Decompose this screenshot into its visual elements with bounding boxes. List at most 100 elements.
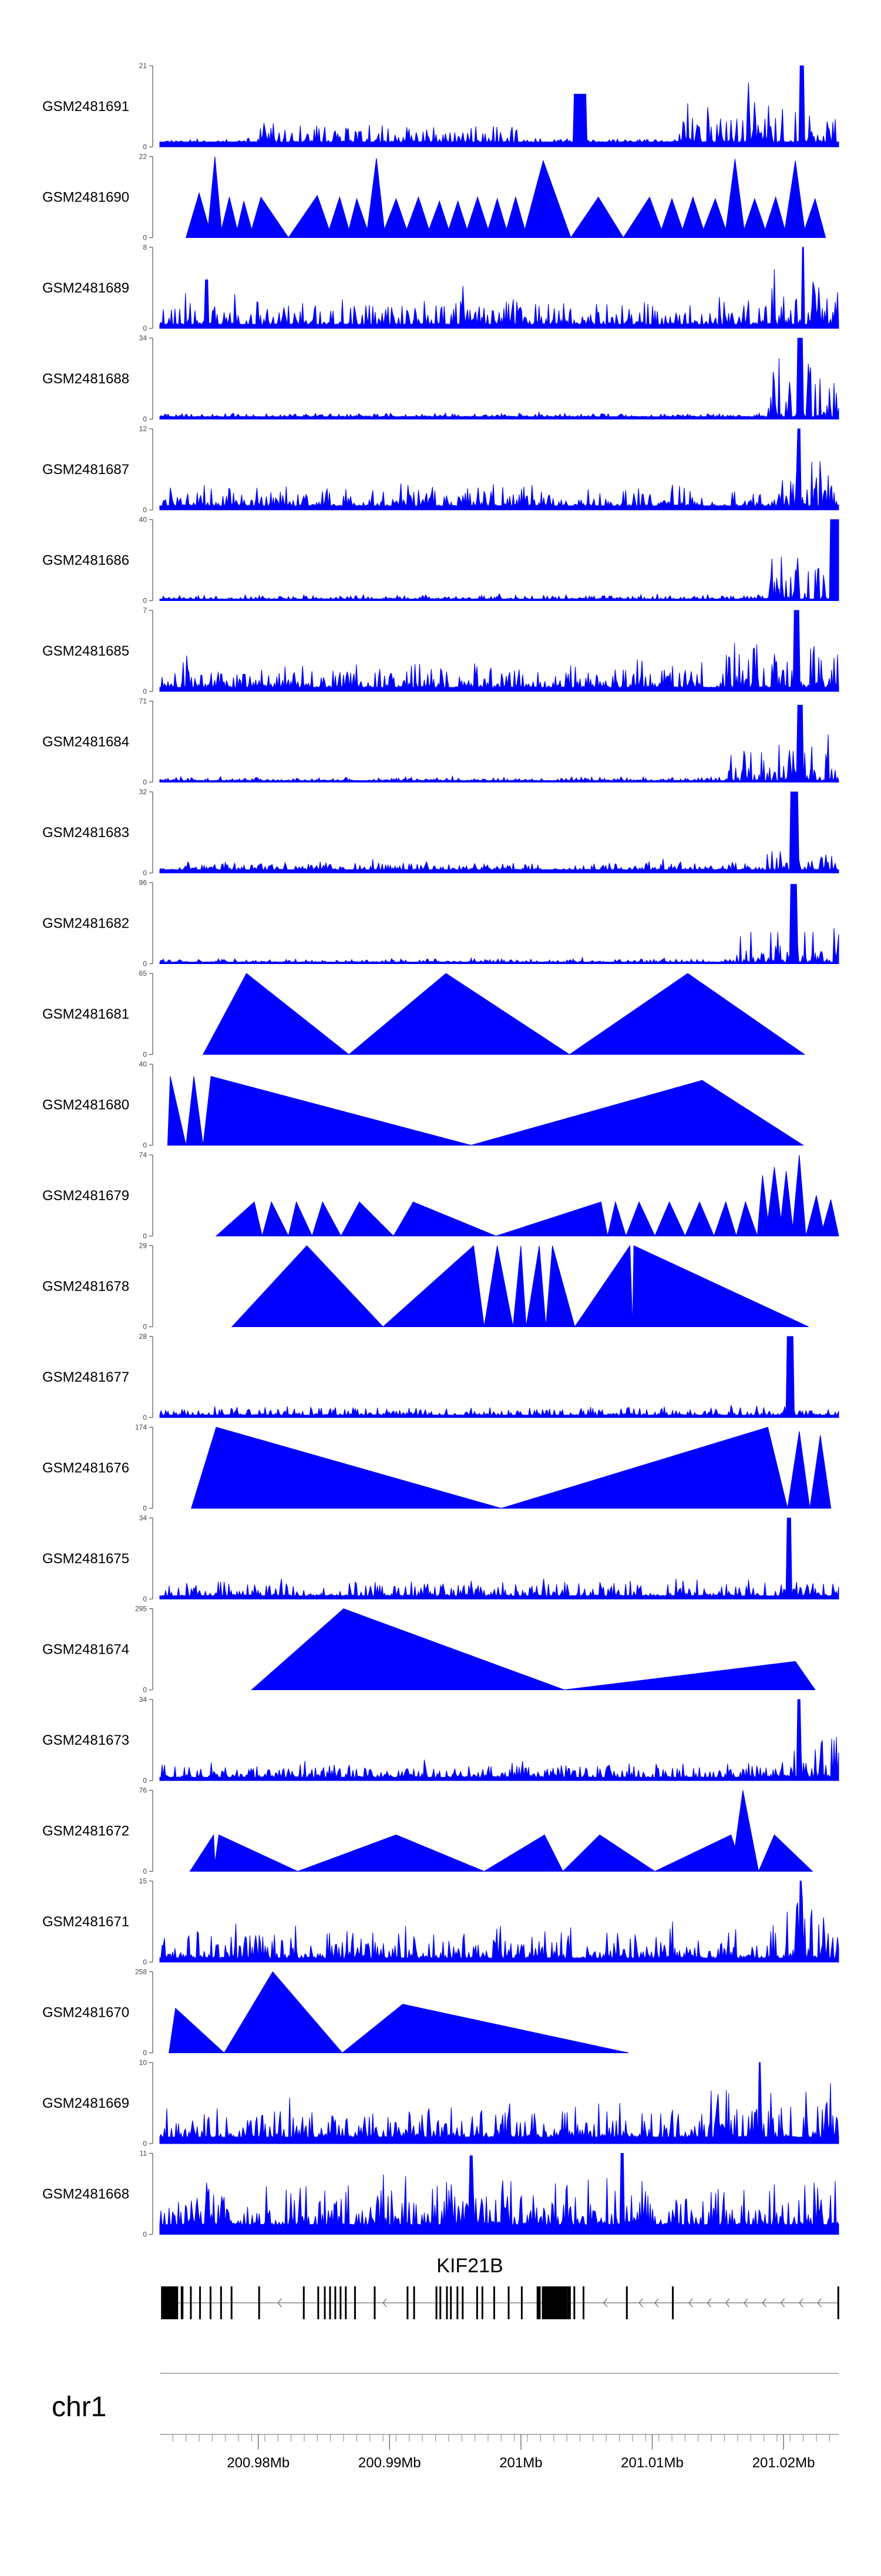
y-max-label: 71 xyxy=(139,697,147,706)
exon xyxy=(345,2286,347,2319)
coverage-area-GSM2481676 xyxy=(191,1426,832,1509)
coverage-area-GSM2481686 xyxy=(159,519,839,601)
exon xyxy=(190,2286,192,2319)
y-min-label: 0 xyxy=(143,234,147,242)
track-GSM2481682: GSM2481682 96 0 xyxy=(42,879,839,968)
exon xyxy=(446,2286,448,2319)
chromosome-label: chr1 xyxy=(52,2392,106,2423)
exon xyxy=(462,2286,464,2319)
track-GSM2481687: GSM2481687 12 0 xyxy=(42,425,839,514)
coverage-area-GSM2481682 xyxy=(159,884,839,964)
y-min-label: 0 xyxy=(143,1595,147,1603)
y-min-label: 0 xyxy=(143,2049,147,2057)
coverage-area-GSM2481679 xyxy=(215,1154,839,1237)
exon xyxy=(180,2286,184,2319)
track-GSM2481675: GSM2481675 34 0 xyxy=(42,1514,839,1603)
exon xyxy=(339,2286,342,2319)
strand-arrow-icon xyxy=(688,2298,693,2308)
exon xyxy=(456,2286,459,2319)
track-label: GSM2481669 xyxy=(42,2095,129,2111)
exon xyxy=(476,2286,478,2319)
exon xyxy=(439,2286,442,2319)
y-max-label: 11 xyxy=(140,2150,147,2158)
genome-axis: chr1 200.98Mb 200.99Mb 201Mb 201.01Mb 201.02M… xyxy=(52,2373,839,2471)
track-GSM2481683: GSM2481683 32 0 xyxy=(42,788,839,877)
track-label: GSM2481678 xyxy=(42,1279,129,1295)
y-max-label: 74 xyxy=(139,1151,147,1159)
track-GSM2481671: GSM2481671 15 0 xyxy=(42,1877,839,1966)
strand-arrow-icon xyxy=(817,2298,822,2308)
y-max-label: 40 xyxy=(139,516,147,524)
y-min-label: 0 xyxy=(143,1413,147,1422)
track-label: GSM2481670 xyxy=(42,2005,129,2021)
track-GSM2481676: GSM2481676 174 0 xyxy=(42,1423,832,1513)
strand-arrow-icon xyxy=(798,2298,803,2308)
exon xyxy=(567,2286,571,2319)
y-min-label: 0 xyxy=(143,1868,147,1876)
exon xyxy=(520,2286,523,2319)
y-min-label: 0 xyxy=(143,1504,147,1513)
exon xyxy=(209,2286,211,2319)
track-label: GSM2481679 xyxy=(42,1188,129,1204)
exon xyxy=(573,2286,576,2319)
track-GSM2481670: GSM2481670 258 0 xyxy=(42,1968,629,2057)
coverage-area-GSM2481691 xyxy=(159,65,839,147)
strand-arrow-icon xyxy=(744,2298,748,2308)
strand-arrow-icon xyxy=(638,2298,643,2308)
strand-arrow-icon xyxy=(654,2298,659,2308)
y-max-label: 21 xyxy=(139,62,147,70)
y-max-label: 7 xyxy=(143,606,147,614)
genome-tick-label: 201.02Mb xyxy=(752,2455,815,2471)
track-GSM2481688: GSM2481688 34 0 xyxy=(42,334,839,424)
track-GSM2481684: GSM2481684 71 0 xyxy=(42,697,839,787)
coverage-area-GSM2481673 xyxy=(159,1699,839,1781)
coverage-area-GSM2481681 xyxy=(202,973,806,1055)
track-GSM2481691: GSM2481691 21 0 xyxy=(42,62,839,151)
strand-arrow-icon xyxy=(707,2298,711,2308)
track-label: GSM2481683 xyxy=(42,825,129,841)
y-max-label: 28 xyxy=(139,1332,147,1341)
track-GSM2481674: GSM2481674 295 0 xyxy=(42,1605,816,1694)
coverage-area-GSM2481689 xyxy=(159,247,839,329)
strand-arrow-icon xyxy=(382,2298,387,2308)
exon xyxy=(324,2286,326,2319)
exon xyxy=(542,2286,544,2319)
track-label: GSM2481687 xyxy=(42,462,129,478)
y-max-label: 29 xyxy=(139,1242,147,1250)
exon xyxy=(626,2286,628,2319)
coverage-area-GSM2481675 xyxy=(159,1517,839,1600)
track-label: GSM2481672 xyxy=(42,1823,129,1839)
y-max-label: 34 xyxy=(139,1695,147,1704)
y-min-label: 0 xyxy=(143,1686,147,1694)
track-label: GSM2481671 xyxy=(42,1914,129,1930)
y-min-label: 0 xyxy=(143,687,147,696)
exon xyxy=(481,2286,483,2319)
track-GSM2481677: GSM2481677 28 0 xyxy=(42,1332,839,1422)
y-min-label: 0 xyxy=(143,1141,147,1150)
track-GSM2481679: GSM2481679 74 0 xyxy=(42,1151,839,1240)
track-label: GSM2481668 xyxy=(42,2187,129,2202)
y-min-label: 0 xyxy=(143,143,147,151)
gene-model: KIF21B xyxy=(161,2255,839,2319)
exon xyxy=(374,2286,376,2319)
y-max-label: 15 xyxy=(139,1877,147,1885)
y-max-label: 96 xyxy=(139,879,147,887)
exon xyxy=(536,2286,541,2319)
track-label: GSM2481682 xyxy=(42,916,129,932)
coverage-area-GSM2481677 xyxy=(159,1336,839,1418)
coverage-area-GSM2481687 xyxy=(159,428,839,511)
y-max-label: 10 xyxy=(139,2058,147,2067)
genome-tick-label: 200.98Mb xyxy=(227,2455,290,2471)
exon xyxy=(161,2286,179,2319)
coverage-area-GSM2481672 xyxy=(189,1790,813,1873)
track-label: GSM2481676 xyxy=(42,1460,129,1476)
exon xyxy=(435,2286,438,2319)
gene-name-label: KIF21B xyxy=(436,2255,503,2277)
y-max-label: 76 xyxy=(139,1786,147,1795)
exon xyxy=(230,2286,233,2319)
exon xyxy=(582,2286,584,2319)
y-max-label: 65 xyxy=(139,969,147,978)
track-label: GSM2481690 xyxy=(42,190,129,206)
